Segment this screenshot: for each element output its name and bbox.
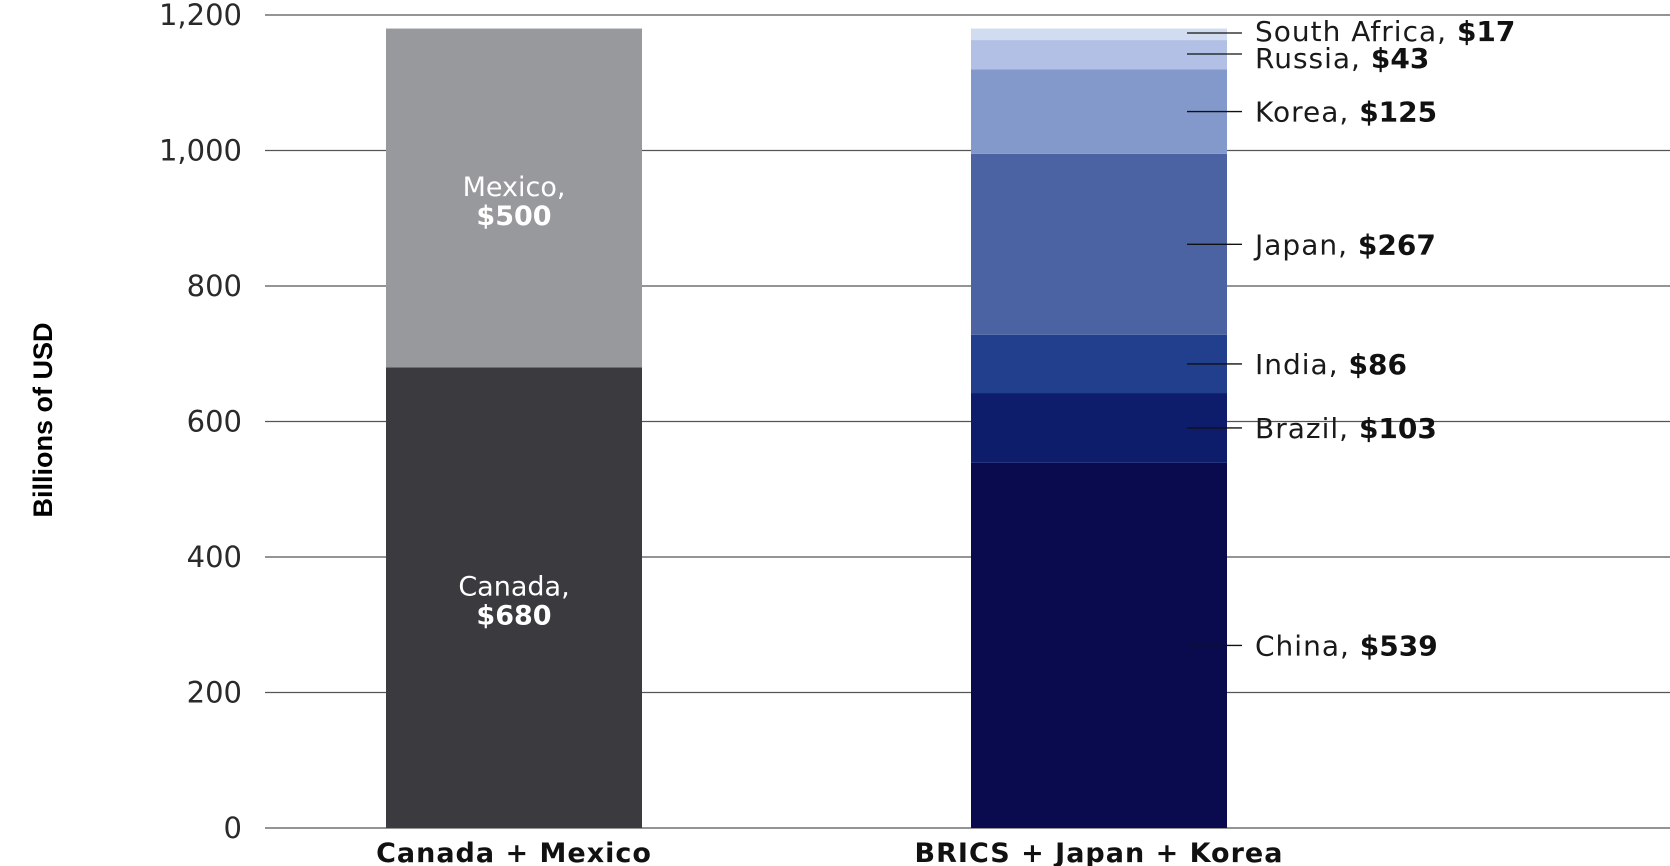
y-axis-ticks: 0 200 400 600 800 1,000 1,200 — [159, 0, 242, 845]
callout-label-russia: Russia, $43 — [1255, 42, 1429, 75]
x-axis-categories: Canada + Mexico BRICS + Japan + Korea — [376, 838, 1284, 866]
callout-value: $103 — [1359, 412, 1437, 445]
segment-name-label: Mexico, — [463, 172, 566, 203]
bar-segment-india — [971, 334, 1227, 394]
callout-name: Brazil, — [1255, 412, 1359, 445]
callout-name: Russia, — [1255, 42, 1371, 75]
y-tick-label: 200 — [187, 676, 242, 710]
y-tick-label: 1,200 — [159, 0, 242, 32]
callout-label-south-africa: South Africa, $17 — [1255, 15, 1515, 48]
callout-name: South Africa, — [1255, 15, 1457, 48]
y-axis-label: Billions of USD — [28, 323, 58, 518]
callout-name: Korea, — [1255, 96, 1359, 129]
segment-value-label: $500 — [476, 201, 551, 232]
y-tick-label: 400 — [187, 540, 242, 574]
segment-labels: Canada,$680 Mexico,$500 — [458, 172, 569, 632]
callout-label-china: China, $539 — [1255, 629, 1438, 662]
callout-value: $86 — [1349, 348, 1407, 381]
y-tick-label: 800 — [187, 269, 242, 303]
y-tick-label: 600 — [187, 405, 242, 439]
callout-name: China, — [1255, 629, 1360, 662]
bars — [386, 28, 1227, 828]
callout-value: $17 — [1457, 15, 1515, 48]
y-tick-label: 0 — [224, 811, 242, 845]
callout-value: $125 — [1359, 96, 1437, 129]
segment-name-label: Canada, — [458, 572, 569, 603]
callout-label-brazil: Brazil, $103 — [1255, 412, 1437, 445]
callout-label-japan: Japan, $267 — [1253, 228, 1436, 261]
callout-name: India, — [1255, 348, 1349, 381]
segment-value-label: $680 — [476, 601, 551, 632]
bar-segment-china — [971, 462, 1227, 828]
callout-value: $539 — [1360, 629, 1438, 662]
bar-segment-brazil — [971, 393, 1227, 463]
callout-label-korea: Korea, $125 — [1255, 96, 1437, 129]
callout-name: Japan, — [1253, 228, 1358, 261]
callout-labels: China, $539 Brazil, $103 India, $86 Japan, … — [1187, 15, 1515, 662]
callout-label-india: India, $86 — [1255, 348, 1407, 381]
bar-segment-canada — [386, 367, 642, 828]
bar-segment-korea — [971, 69, 1227, 154]
bar-segment-south-africa — [971, 28, 1227, 41]
y-tick-label: 1,000 — [159, 134, 242, 168]
callout-value: $267 — [1358, 228, 1436, 261]
bar-segment-japan — [971, 153, 1227, 335]
bar-segment-mexico — [386, 28, 642, 368]
x-category-label: Canada + Mexico — [376, 838, 652, 866]
x-category-label: BRICS + Japan + Korea — [915, 838, 1284, 866]
bar-segment-russia — [971, 40, 1227, 70]
callout-value: $43 — [1371, 42, 1429, 75]
